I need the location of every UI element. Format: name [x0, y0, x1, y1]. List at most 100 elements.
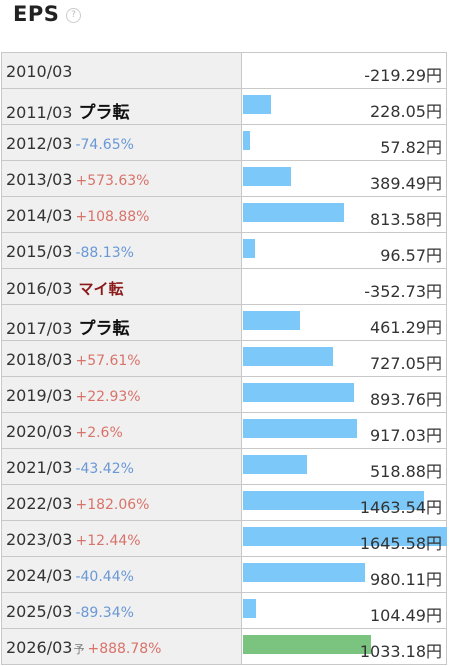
forecast-mark: 予	[73, 643, 85, 656]
table-row: 2012/03 -74.65% 57.82円	[2, 125, 447, 161]
year-label: 2022/03 +182.06%	[6, 494, 150, 513]
fiscal-year: 2017/03	[6, 319, 73, 338]
forecast-bar	[243, 635, 371, 654]
year-cell: 2014/03 +108.88%	[2, 197, 242, 232]
fiscal-year: 2012/03	[6, 134, 73, 153]
change-percent: -89.34%	[75, 605, 134, 621]
year-cell: 2012/03 -74.65%	[2, 125, 242, 160]
fiscal-year: 2024/03	[6, 566, 73, 585]
eps-table: 2010/03 -219.29円 2011/03 プラ転 228.05円 2012/03-…	[1, 52, 447, 665]
eps-value: 389.49円	[370, 174, 442, 193]
table-row: 2015/03 -88.13% 96.57円	[2, 233, 447, 269]
year-label: 2021/03 -43.42%	[6, 458, 134, 477]
year-label: 2016/03 マイ転	[6, 278, 123, 299]
value-cell: 1463.54円	[243, 485, 447, 520]
year-cell: 2025/03 -89.34%	[2, 593, 242, 628]
eps-bar	[243, 383, 354, 402]
eps-bar	[243, 347, 333, 366]
eps-value: 893.76円	[370, 390, 442, 409]
year-label: 2024/03 -40.44%	[6, 566, 134, 585]
eps-bar	[243, 203, 344, 222]
fiscal-year: 2014/03	[6, 206, 73, 225]
eps-bar	[243, 311, 300, 330]
fiscal-year: 2026/03	[6, 638, 73, 657]
eps-value: 57.82円	[380, 138, 442, 157]
eps-value: 518.88円	[370, 462, 442, 481]
eps-value: 727.05円	[370, 354, 442, 373]
table-row: 2019/03 +22.93% 893.76円	[2, 377, 447, 413]
table-row: 2022/03 +182.06% 1463.54円	[2, 485, 447, 521]
table-row: 2011/03 プラ転 228.05円	[2, 89, 447, 125]
year-label: 2020/03 +2.6%	[6, 422, 123, 441]
value-cell: 727.05円	[243, 341, 447, 376]
fiscal-year: 2016/03	[6, 279, 73, 298]
year-label: 2017/03 プラ転	[6, 314, 129, 339]
fiscal-year: 2013/03	[6, 170, 73, 189]
fiscal-year: 2020/03	[6, 422, 73, 441]
eps-value: 1463.54円	[359, 498, 442, 517]
fiscal-year: 2015/03	[6, 242, 73, 261]
page-title: EPS	[13, 2, 60, 26]
eps-value: -219.29円	[364, 66, 442, 85]
change-percent: +573.63%	[75, 173, 150, 189]
eps-bar	[243, 599, 256, 618]
year-label: 2026/03予 +888.78%	[6, 638, 162, 657]
change-percent: -74.65%	[75, 137, 134, 153]
eps-value: 813.58円	[370, 210, 442, 229]
year-label: 2013/03 +573.63%	[6, 170, 150, 189]
year-label: 2018/03 +57.61%	[6, 350, 141, 369]
value-cell: 1033.18円	[243, 629, 447, 664]
fiscal-year: 2019/03	[6, 386, 73, 405]
change-percent: +12.44%	[75, 533, 141, 549]
eps-value: 96.57円	[380, 246, 442, 265]
value-cell: 813.58円	[243, 197, 447, 232]
value-cell: -352.73円	[243, 269, 447, 304]
value-cell: 917.03円	[243, 413, 447, 448]
eps-value: 228.05円	[370, 102, 442, 121]
table-row: 2016/03 マイ転 -352.73円	[2, 269, 447, 305]
eps-bar	[243, 239, 255, 258]
fiscal-year: 2023/03	[6, 530, 73, 549]
eps-bar	[243, 527, 447, 546]
value-cell: 980.11円	[243, 557, 447, 592]
year-label: 2015/03 -88.13%	[6, 242, 134, 261]
year-cell: 2021/03 -43.42%	[2, 449, 242, 484]
value-cell: 57.82円	[243, 125, 447, 160]
change-percent: +182.06%	[75, 497, 150, 513]
fiscal-year: 2022/03	[6, 494, 73, 513]
eps-bar	[243, 563, 365, 582]
value-cell: 461.29円	[243, 305, 447, 340]
table-row: 2020/03 +2.6% 917.03円	[2, 413, 447, 449]
eps-value: 104.49円	[370, 606, 442, 625]
year-cell: 2026/03予 +888.78%	[2, 629, 242, 664]
eps-header: EPS ?	[0, 0, 452, 52]
help-icon[interactable]: ?	[66, 8, 81, 23]
table-row: 2024/03 -40.44% 980.11円	[2, 557, 447, 593]
year-cell: 2022/03 +182.06%	[2, 485, 242, 520]
table-row: 2025/03 -89.34% 104.49円	[2, 593, 447, 629]
year-label: 2019/03 +22.93%	[6, 386, 141, 405]
turnaround-flag: プラ転	[78, 319, 130, 339]
year-cell: 2016/03 マイ転	[2, 269, 242, 304]
fiscal-year: 2010/03	[6, 62, 73, 81]
year-cell: 2015/03 -88.13%	[2, 233, 242, 268]
value-cell: 228.05円	[243, 89, 447, 124]
eps-bar	[243, 455, 307, 474]
table-row: 2013/03 +573.63% 389.49円	[2, 161, 447, 197]
table-row: 2018/03 +57.61% 727.05円	[2, 341, 447, 377]
year-label: 2025/03 -89.34%	[6, 602, 134, 621]
change-percent: +22.93%	[75, 389, 141, 405]
table-row: 2026/03予 +888.78% 1033.18円	[2, 629, 447, 665]
value-cell: 893.76円	[243, 377, 447, 412]
year-label: 2012/03 -74.65%	[6, 134, 134, 153]
year-label: 2023/03 +12.44%	[6, 530, 141, 549]
change-percent: -43.42%	[75, 461, 134, 477]
year-cell: 2018/03 +57.61%	[2, 341, 242, 376]
value-cell: -219.29円	[243, 53, 447, 88]
eps-value: 980.11円	[370, 570, 442, 589]
eps-bar	[243, 131, 250, 150]
year-cell: 2024/03 -40.44%	[2, 557, 242, 592]
fiscal-year: 2011/03	[6, 103, 73, 122]
value-cell: 104.49円	[243, 593, 447, 628]
year-cell: 2011/03 プラ転	[2, 89, 242, 124]
